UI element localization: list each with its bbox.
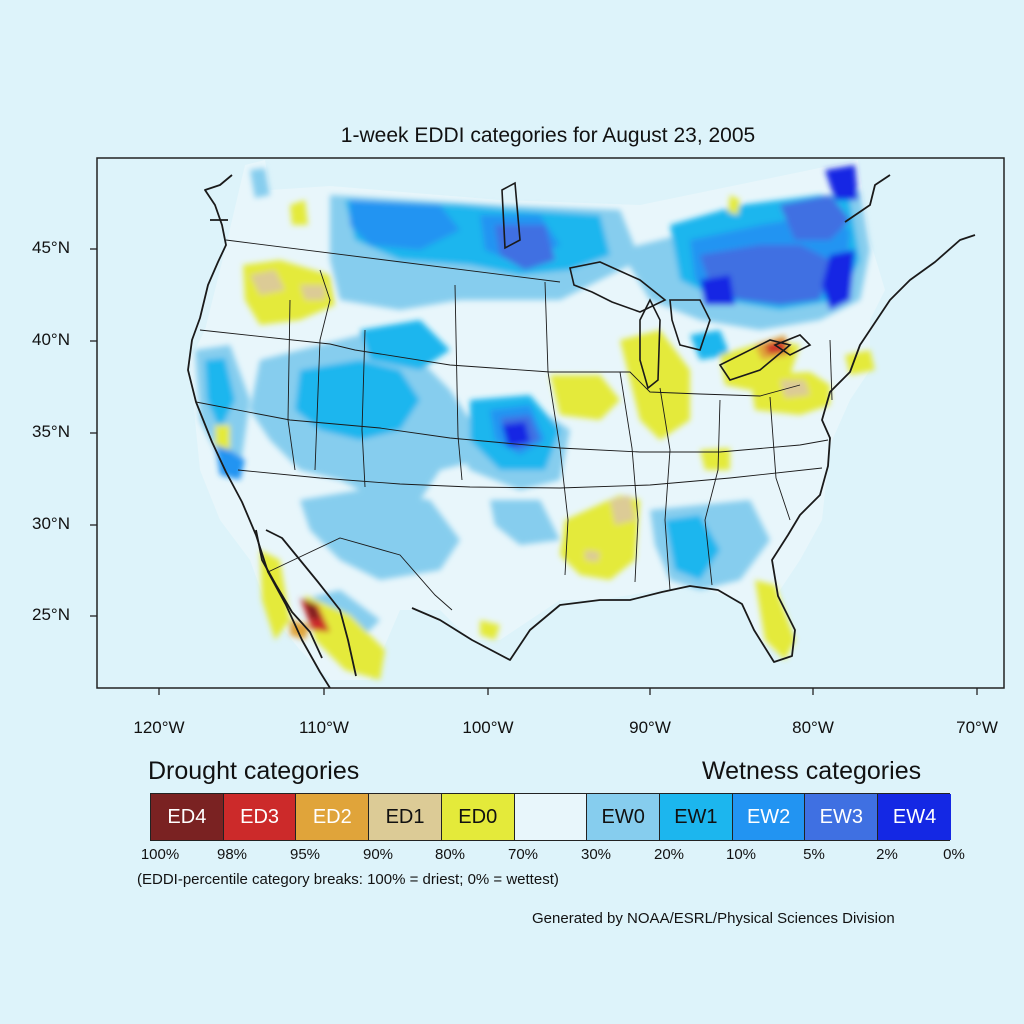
drought-heading: Drought categories <box>148 757 360 785</box>
credit-text: Generated by NOAA/ESRL/Physical Sciences… <box>532 910 895 927</box>
pct-label-100: 100% <box>140 846 180 863</box>
lat-label-35: 35°N <box>32 422 70 441</box>
legend-cell-ed4: ED4 <box>151 794 224 840</box>
ed1-areas <box>250 270 810 562</box>
legend-label-ew0: EW0 <box>601 805 645 828</box>
pct-label-30: 30% <box>580 846 612 863</box>
lat-label-40: 40°N <box>32 330 70 349</box>
map-frame <box>96 157 1005 689</box>
legend-color-bar: ED4 ED3 ED2 ED1 ED0 EW0 EW1 EW2 EW3 EW4 <box>150 793 951 841</box>
ed4-areas <box>305 600 320 620</box>
legend-cell-ed3: ED3 <box>223 794 297 840</box>
map-title: 1-week EDDI categories for August 23, 20… <box>340 124 756 147</box>
legend-label-ed0: ED0 <box>458 805 498 828</box>
pct-label-98: 98% <box>216 846 248 863</box>
ew4-areas <box>502 165 858 447</box>
pct-label-20: 20% <box>653 846 685 863</box>
legend-note: (EDDI-percentile category breaks: 100% =… <box>137 871 559 888</box>
lon-label-90w: 90°W <box>629 718 671 737</box>
pct-label-80: 80% <box>434 846 466 863</box>
legend-cell-neutral <box>514 794 588 840</box>
pct-label-95: 95% <box>289 846 321 863</box>
legend-label-ed4: ED4 <box>167 805 207 828</box>
lon-label-100w: 100°W <box>462 718 514 737</box>
lat-label-45: 45°N <box>32 238 70 257</box>
ew3-areas <box>495 195 850 450</box>
legend-label-ed3: ED3 <box>240 805 280 828</box>
state-borders <box>195 239 833 611</box>
pct-label-10: 10% <box>725 846 757 863</box>
legend-cell-ew0: EW0 <box>587 794 661 840</box>
legend-cell-ed1: ED1 <box>369 794 442 840</box>
legend-label-ew4: EW4 <box>892 805 937 828</box>
lon-label-70w: 70°W <box>956 718 998 737</box>
legend-cell-ew4: EW4 <box>878 794 951 840</box>
pct-label-5: 5% <box>803 846 825 863</box>
legend-cell-ew3: EW3 <box>805 794 879 840</box>
legend-label-ew3: EW3 <box>819 805 863 828</box>
pct-label-0: 0% <box>943 846 965 863</box>
legend-cell-ed2: ED2 <box>296 794 370 840</box>
legend-cell-ew2: EW2 <box>732 794 806 840</box>
axis-ticks <box>90 248 978 695</box>
wetness-heading: Wetness categories <box>702 757 922 785</box>
pct-label-2: 2% <box>876 846 898 863</box>
coastlines <box>187 174 976 688</box>
lon-label-80w: 80°W <box>792 718 834 737</box>
legend-label-ew2: EW2 <box>746 805 791 828</box>
lon-label-120w: 120°W <box>133 718 185 737</box>
great-lakes <box>501 181 812 390</box>
pct-label-70: 70% <box>507 846 539 863</box>
lat-label-30: 30°N <box>32 514 70 533</box>
lon-label-110w: 110°W <box>299 718 349 737</box>
legend-cell-ew1: EW1 <box>660 794 733 840</box>
legend-cell-ed0: ED0 <box>441 794 515 840</box>
legend-label-ed1: ED1 <box>385 805 425 828</box>
lat-label-25: 25°N <box>32 605 70 624</box>
legend-label-ew1: EW1 <box>674 805 718 828</box>
legend-label-ed2: ED2 <box>312 805 352 828</box>
pct-label-90: 90% <box>362 846 394 863</box>
